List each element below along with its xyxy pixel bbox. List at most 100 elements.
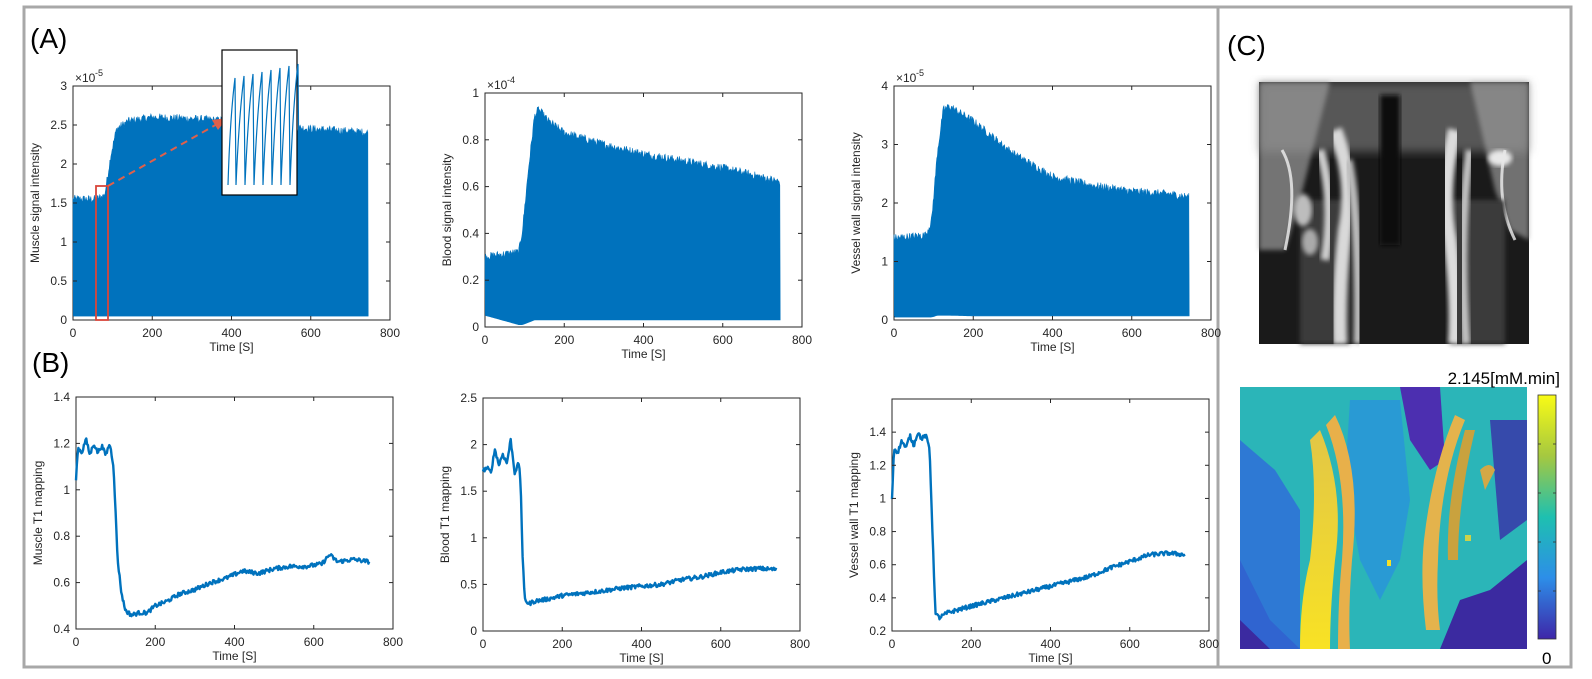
panel-label-b: (B) [32,347,69,378]
y-tick-label: 4 [881,79,888,93]
plot-area [891,398,1210,632]
plot-area [75,396,394,630]
muscle-signal-chart: 0 200 400 600 800 0 0.5 1 1.5 2 2.5 3 Time [S] Muscle… [28,68,400,354]
x-tick-label: 0 [480,637,487,651]
x-tick-label: 800 [1199,637,1219,651]
x-tick-label: 600 [711,637,731,651]
y-tick-label: 1 [472,86,479,100]
zoom-source-box [95,185,109,321]
x-tick-label: 600 [301,326,321,340]
x-axis-label: Time [S] [621,347,665,361]
plot-area [482,397,801,632]
y-tick-label: 2.5 [50,118,67,132]
y-tick-label: 1.2 [869,458,886,472]
y-tick-label: 1.5 [460,484,477,498]
zoom-inset-waveform [227,63,300,186]
x-tick-label: 400 [633,333,653,347]
y-tick-label: 0.4 [462,226,479,240]
t1-series-line [890,432,1186,621]
y-tick-label: 2 [60,157,67,171]
y-axis-label: Vessel wall T1 mapping [847,452,861,578]
zoom-inset [95,49,300,321]
y-tick-label: 1 [63,483,70,497]
zoom-inset-frame [221,49,298,196]
x-tick-label: 0 [70,326,77,340]
y-tick-label: 0.2 [869,624,886,638]
t1-series-line [481,437,778,607]
x-tick-label: 0 [73,635,80,649]
x-tick-label: 400 [221,326,241,340]
zoom-arrow [107,122,220,187]
y-axis-label: Muscle signal intensity [28,143,42,263]
y-tick-label: 0 [881,313,888,327]
t1-series-line [74,437,371,618]
x-tick-label: 400 [1042,326,1062,340]
x-axis-label: Time [S] [212,649,256,663]
colorbar-min-label: 0 [1542,649,1551,668]
colorbar-ticks [1538,443,1556,592]
y-axis-label: Blood signal intensity [440,154,454,267]
parametric-map-image [1240,387,1527,649]
x-tick-label: 200 [961,637,981,651]
x-tick-label: 400 [224,635,244,649]
signal-series [484,106,781,325]
y-tick-label: 0.5 [460,577,477,591]
y-tick-label: 3 [881,138,888,152]
y-tick-label: 0 [472,320,479,334]
y-tick-label: 0.6 [869,558,886,572]
y-axis-label: Muscle T1 mapping [31,461,45,566]
x-tick-label: 800 [380,326,400,340]
y-tick-label: 0 [60,313,67,327]
blood-signal-chart: 0 200 400 600 800 0 0.2 0.4 0.6 0.8 1 Time [S] Blood… [440,75,812,361]
x-tick-label: 0 [891,326,898,340]
x-tick-label: 200 [963,326,983,340]
x-tick-label: 600 [713,333,733,347]
x-tick-label: 600 [304,635,324,649]
x-axis-label: Time [S] [619,651,663,665]
y-tick-label: 0.4 [869,591,886,605]
y-axis-label: Vessel wall signal intensity [849,132,863,273]
x-tick-label: 400 [631,637,651,651]
y-tick-label: 1.5 [50,196,67,210]
x-tick-label: 800 [383,635,403,649]
x-tick-label: 200 [554,333,574,347]
muscle-t1-chart: 0 200 400 600 800 0.4 0.6 0.8 1 1.2 1.4 Time [S] Mus… [31,390,403,663]
y-tick-label: 2 [470,438,477,452]
y-tick-label: 0.6 [53,576,70,590]
y-exponent: ×10 [487,78,508,92]
y-tick-label: 2 [881,196,888,210]
panel-label-c: (C) [1227,30,1266,61]
y-tick-label: 1.4 [869,425,886,439]
y-tick-label: 0.4 [53,622,70,636]
x-tick-label: 400 [1040,637,1060,651]
y-exponent-power: -5 [95,68,103,78]
x-tick-label: 200 [552,637,572,651]
y-tick-label: 0 [470,624,477,638]
y-exponent-power: -4 [507,75,515,85]
vessel-wall-t1-chart: 0 200 400 600 800 0.2 0.4 0.6 0.8 1 1.2 1.4 Time [S]… [847,398,1219,665]
x-tick-label: 600 [1120,637,1140,651]
x-axis-label: Time [S] [1028,651,1072,665]
y-tick-label: 0.6 [462,180,479,194]
y-tick-label: 1 [60,235,67,249]
y-exponent-power: -5 [916,68,924,78]
y-tick-label: 1 [879,491,886,505]
signal-series [893,104,1190,318]
y-tick-label: 0.8 [462,133,479,147]
x-tick-label: 600 [1122,326,1142,340]
vessel-wall-signal-chart: 0 200 400 600 800 0 1 2 3 4 Time [S] Vessel wall si… [849,68,1221,354]
blood-t1-chart: 0 200 400 600 800 0 0.5 1 1.5 2 2.5 Time [S] Blood T… [438,391,810,665]
y-tick-label: 1.2 [53,436,70,450]
x-tick-label: 800 [792,333,812,347]
y-tick-label: 3 [60,79,67,93]
x-tick-label: 800 [1201,326,1221,340]
y-exponent: ×10 [75,71,96,85]
y-tick-label: 0.8 [869,525,886,539]
y-tick-label: 1 [881,255,888,269]
y-exponent: ×10 [896,71,917,85]
y-tick-label: 0.8 [53,529,70,543]
x-tick-label: 200 [145,635,165,649]
y-tick-label: 0.5 [50,274,67,288]
x-tick-label: 200 [142,326,162,340]
